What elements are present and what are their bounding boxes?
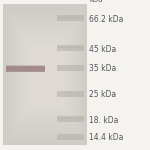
Bar	[57, 65, 84, 67]
Bar	[57, 91, 84, 93]
Bar	[57, 134, 84, 136]
Text: 35 kDa: 35 kDa	[89, 64, 117, 73]
Bar	[6, 66, 45, 72]
Bar	[6, 66, 45, 72]
Bar	[57, 15, 84, 18]
Bar	[6, 66, 45, 72]
Bar	[6, 66, 45, 71]
Bar	[6, 67, 45, 71]
Bar	[57, 67, 84, 71]
Bar	[57, 93, 84, 97]
Bar	[6, 66, 45, 71]
Text: kDa: kDa	[89, 0, 103, 3]
Bar	[6, 66, 45, 71]
Bar	[57, 136, 84, 140]
Bar	[6, 67, 45, 71]
Text: 14.4 kDa: 14.4 kDa	[89, 133, 124, 142]
Bar	[57, 47, 84, 51]
Bar	[6, 66, 45, 72]
Bar	[6, 66, 45, 71]
Bar	[57, 17, 84, 21]
Bar	[6, 66, 45, 71]
Bar	[6, 66, 45, 71]
Bar	[6, 67, 45, 70]
Bar	[6, 66, 45, 71]
Text: 25 kDa: 25 kDa	[89, 90, 116, 99]
Text: 45 kDa: 45 kDa	[89, 45, 117, 54]
Bar	[57, 45, 84, 48]
Bar	[6, 66, 45, 71]
Bar	[57, 118, 84, 122]
Text: 66.2 kDa: 66.2 kDa	[89, 15, 124, 24]
Text: 18. kDa: 18. kDa	[89, 116, 119, 125]
Bar	[57, 116, 84, 119]
Bar	[6, 65, 45, 72]
